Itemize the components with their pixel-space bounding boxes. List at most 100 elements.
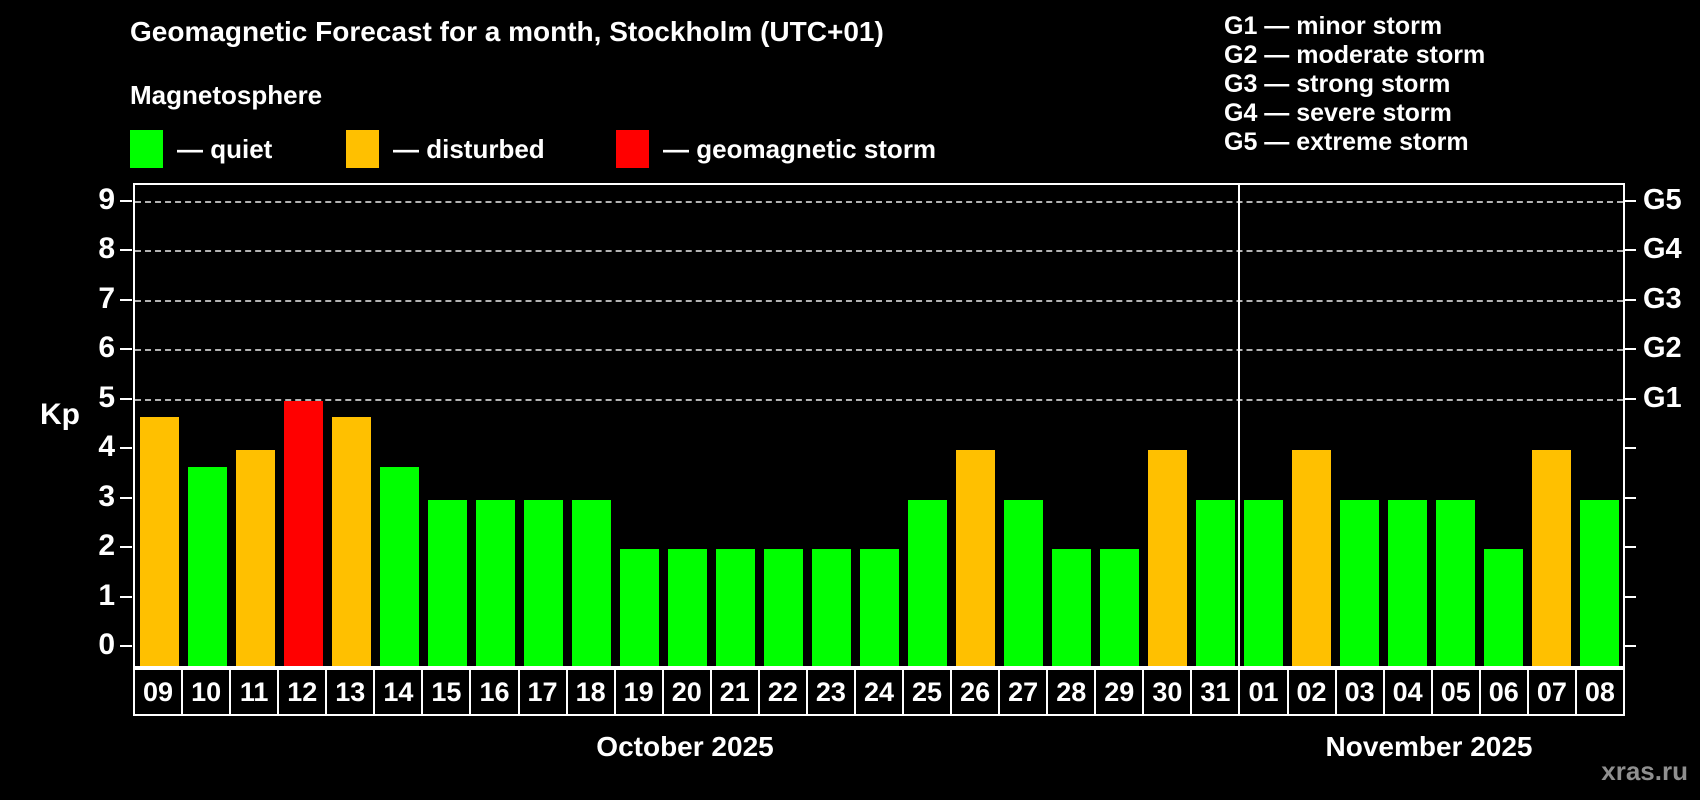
- storm-scale-g3: G3 — strong storm: [1224, 70, 1451, 98]
- bar-day-28: [1051, 549, 1091, 666]
- day-label-02: 02: [1289, 670, 1337, 714]
- day-label-30: 30: [1144, 670, 1193, 714]
- y-tick-left-3: [120, 496, 132, 499]
- quiet-color-swatch: [130, 130, 163, 168]
- day-label-28: 28: [1048, 670, 1097, 714]
- month-label-1: November 2025: [1325, 731, 1533, 762]
- bar-day-18: [571, 499, 611, 666]
- day-label-01: 01: [1240, 670, 1289, 714]
- bar-day-22: [763, 549, 803, 666]
- legend-item-quiet: — quiet: [130, 128, 272, 170]
- storm-scale-g2: G2 — moderate storm: [1224, 41, 1486, 69]
- day-label-18: 18: [568, 670, 616, 714]
- bar-day-27: [1003, 499, 1043, 666]
- chart-title: Geomagnetic Forecast for a month, Stockh…: [130, 16, 884, 47]
- y-tick-right-9: [1624, 200, 1636, 203]
- y-tick-right-4: [1624, 447, 1636, 450]
- day-label-13: 13: [327, 670, 376, 714]
- day-label-24: 24: [856, 670, 904, 714]
- bar-day-10: [187, 466, 227, 666]
- y-tick-left-9: [120, 200, 132, 203]
- legend-item-storm: — geomagnetic storm: [616, 128, 936, 170]
- day-label-03: 03: [1337, 670, 1385, 714]
- y-tick-right-8: [1624, 249, 1636, 252]
- day-label-16: 16: [471, 670, 520, 714]
- y-tick-left-6: [120, 348, 132, 351]
- bar-day-01: [1243, 499, 1283, 666]
- y-tick-label-6: 6: [98, 331, 115, 365]
- day-label-21: 21: [712, 670, 760, 714]
- y-axis-title: Kp: [40, 398, 80, 431]
- day-label-31: 31: [1192, 670, 1241, 714]
- day-label-29: 29: [1096, 670, 1145, 714]
- y-tick-label-5: 5: [98, 380, 115, 414]
- g-axis-label-g1: G1: [1643, 381, 1682, 414]
- bar-day-30: [1147, 450, 1187, 666]
- g-axis-label-g4: G4: [1643, 233, 1682, 266]
- day-label-09: 09: [135, 670, 184, 714]
- bar-day-24: [859, 549, 899, 666]
- g-axis-label-g3: G3: [1643, 282, 1682, 315]
- bar-day-05: [1435, 499, 1475, 666]
- storm-color-swatch: [616, 130, 649, 168]
- x-axis-day-labels: 09 10 11 12 13 14 15 16 17 18 19 20 21 22 23 24 25 26 27 28…: [133, 668, 1625, 716]
- y-tick-left-2: [120, 546, 132, 549]
- chart-subtitle: Magnetosphere: [130, 80, 323, 110]
- y-tick-label-7: 7: [98, 281, 115, 315]
- bar-day-19: [619, 549, 659, 666]
- y-tick-label-1: 1: [98, 578, 115, 612]
- y-tick-label-9: 9: [98, 183, 115, 217]
- bar-day-06: [1483, 549, 1523, 666]
- gridline-kp-8: [135, 250, 1623, 253]
- day-label-15: 15: [423, 670, 472, 714]
- day-label-05: 05: [1433, 670, 1481, 714]
- bar-day-15: [427, 499, 467, 666]
- storm-scale-legend: G1 — minor storm G2 — moderate storm G3 …: [1224, 12, 1485, 157]
- y-tick-left-8: [120, 249, 132, 252]
- y-tick-left-1: [120, 595, 132, 598]
- y-tick-left-0: [120, 645, 132, 647]
- storm-scale-g1: G1 — minor storm: [1224, 12, 1443, 40]
- bar-day-29: [1099, 549, 1139, 666]
- y-tick-right-3: [1624, 496, 1636, 499]
- gridline-kp-5: [135, 398, 1623, 401]
- legend-label-quiet: — quiet: [177, 133, 273, 164]
- y-tick-left-7: [120, 298, 132, 301]
- day-label-26: 26: [952, 670, 1001, 714]
- month-divider-line: [1238, 185, 1240, 666]
- day-label-25: 25: [904, 670, 953, 714]
- bar-day-12: [283, 400, 323, 666]
- g-axis-label-g5: G5: [1643, 184, 1682, 217]
- y-tick-label-2: 2: [98, 529, 115, 563]
- bar-day-17: [523, 499, 563, 666]
- y-tick-right-6: [1624, 348, 1636, 351]
- y-tick-left-4: [120, 447, 132, 450]
- legend-item-disturbed: — disturbed: [346, 128, 545, 170]
- y-tick-right-2: [1624, 546, 1636, 549]
- gridline-kp-9: [135, 201, 1623, 204]
- month-label-0: October 2025: [596, 731, 774, 762]
- day-label-12: 12: [279, 670, 328, 714]
- day-label-19: 19: [616, 670, 664, 714]
- plot-area: [133, 183, 1625, 668]
- bar-day-16: [475, 499, 515, 666]
- y-tick-left-5: [120, 397, 132, 400]
- day-label-14: 14: [375, 670, 424, 714]
- bar-day-21: [715, 549, 755, 666]
- watermark: xras.ru: [1601, 756, 1688, 786]
- y-tick-right-5: [1624, 397, 1636, 400]
- day-label-06: 06: [1481, 670, 1529, 714]
- bar-day-31: [1195, 499, 1235, 666]
- gridline-kp-7: [135, 299, 1623, 302]
- bar-day-23: [811, 549, 851, 666]
- g-axis-label-g2: G2: [1643, 332, 1682, 365]
- bar-day-07: [1531, 450, 1571, 666]
- day-label-20: 20: [664, 670, 712, 714]
- storm-scale-g4: G4 — severe storm: [1224, 99, 1452, 127]
- bar-day-02: [1291, 450, 1331, 666]
- bar-day-03: [1339, 499, 1379, 666]
- y-tick-label-3: 3: [98, 479, 115, 513]
- disturbed-color-swatch: [346, 130, 379, 168]
- bar-day-11: [235, 450, 275, 666]
- day-label-23: 23: [808, 670, 856, 714]
